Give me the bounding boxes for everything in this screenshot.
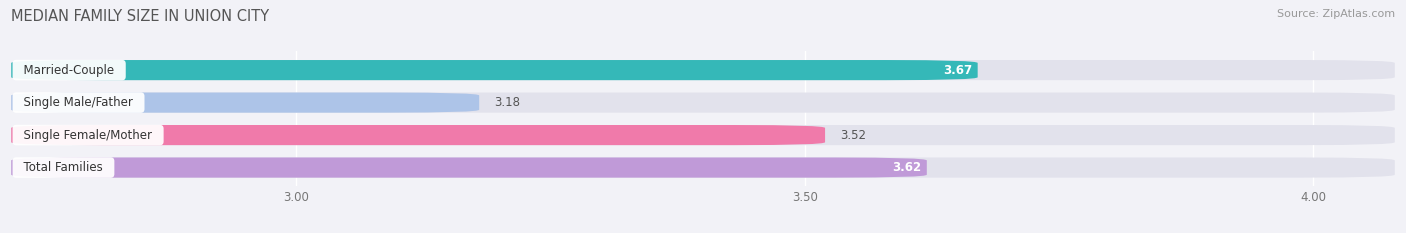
- FancyBboxPatch shape: [11, 60, 977, 80]
- FancyBboxPatch shape: [11, 158, 927, 178]
- Text: Married-Couple: Married-Couple: [17, 64, 122, 77]
- Text: 3.18: 3.18: [495, 96, 520, 109]
- Text: Single Male/Father: Single Male/Father: [17, 96, 141, 109]
- FancyBboxPatch shape: [11, 93, 1395, 113]
- Text: Single Female/Mother: Single Female/Mother: [17, 129, 160, 142]
- Text: Source: ZipAtlas.com: Source: ZipAtlas.com: [1277, 9, 1395, 19]
- FancyBboxPatch shape: [11, 158, 1395, 178]
- Text: 3.62: 3.62: [893, 161, 922, 174]
- FancyBboxPatch shape: [11, 125, 825, 145]
- Text: 3.67: 3.67: [943, 64, 973, 77]
- FancyBboxPatch shape: [11, 60, 1395, 80]
- Text: MEDIAN FAMILY SIZE IN UNION CITY: MEDIAN FAMILY SIZE IN UNION CITY: [11, 9, 270, 24]
- Text: Total Families: Total Families: [17, 161, 111, 174]
- FancyBboxPatch shape: [11, 125, 1395, 145]
- Text: 3.52: 3.52: [841, 129, 866, 142]
- FancyBboxPatch shape: [11, 93, 479, 113]
